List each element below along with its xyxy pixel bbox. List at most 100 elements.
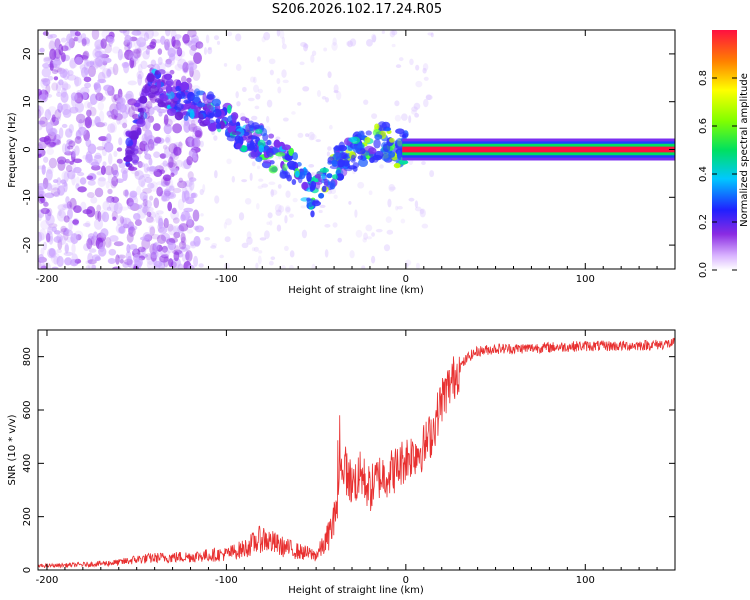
ridge-blob [247, 145, 255, 151]
noise-blob [127, 202, 137, 210]
ridge-blob [166, 108, 177, 117]
noise-blob [152, 123, 161, 131]
ridge-blob [323, 178, 329, 187]
ridge-blob [215, 118, 221, 124]
noise-blob [231, 175, 235, 183]
noise-blob [257, 88, 264, 94]
noise-blob [178, 177, 184, 183]
noise-blob [327, 146, 332, 151]
noise-blob [45, 122, 53, 134]
noise-blob [168, 237, 179, 244]
noise-blob [138, 175, 146, 188]
noise-blob [85, 153, 94, 164]
noise-blob [301, 229, 308, 239]
noise-blob [315, 139, 321, 143]
ridge-blob [318, 192, 325, 199]
noise-blob [73, 36, 79, 42]
ridge-blob [193, 88, 201, 97]
noise-blob [101, 211, 110, 223]
noise-blob [166, 162, 176, 168]
noise-blob [211, 243, 218, 247]
noise-blob [96, 95, 106, 101]
noise-blob [389, 186, 397, 191]
noise-blob [282, 117, 289, 122]
noise-blob [67, 170, 76, 180]
noise-blob [122, 189, 129, 197]
noise-blob [242, 86, 247, 93]
noise-blob [324, 224, 331, 228]
noise-blob [415, 64, 420, 71]
noise-blob [288, 213, 294, 218]
noise-blob [146, 166, 156, 172]
noise-blob [253, 246, 259, 252]
noise-blob [51, 114, 56, 123]
noise-blob [398, 57, 404, 62]
noise-blob [226, 158, 232, 165]
ridge-blob [165, 84, 172, 94]
noise-blob [40, 220, 50, 230]
noise-blob [146, 211, 152, 217]
noise-blob [71, 148, 77, 158]
ridge-blob [331, 159, 338, 165]
ridge-blob [125, 149, 133, 159]
noise-blob [111, 163, 119, 176]
noise-blob [281, 265, 286, 269]
noise-blob [145, 217, 156, 224]
noise-blob [371, 33, 377, 43]
noise-blob [38, 109, 42, 119]
noise-blob [259, 237, 267, 241]
noise-blob [150, 143, 156, 149]
noise-blob [430, 32, 434, 38]
noise-blob [111, 210, 118, 220]
noise-blob [39, 137, 49, 142]
noise-blob [251, 161, 256, 167]
noise-blob [366, 236, 373, 240]
noise-blob [51, 82, 59, 91]
noise-blob [155, 39, 162, 44]
noise-blob [331, 42, 338, 51]
noise-blob [255, 93, 261, 100]
noise-blob [391, 43, 396, 48]
noise-blob [38, 253, 45, 264]
noise-blob [53, 76, 59, 81]
ridge-blob [255, 156, 263, 163]
noise-blob [38, 141, 41, 148]
ridge-blob [364, 136, 371, 144]
noise-blob [425, 94, 433, 101]
noise-blob [136, 185, 142, 196]
noise-blob [276, 224, 282, 232]
noise-blob [68, 123, 74, 134]
noise-blob [224, 236, 231, 243]
noise-blob [107, 171, 113, 184]
noise-blob [90, 196, 98, 204]
noise-blob [44, 192, 55, 199]
noise-blob [186, 155, 193, 166]
noise-blob [66, 33, 73, 44]
noise-blob [82, 222, 91, 227]
noise-blob [52, 60, 63, 66]
noise-blob [227, 31, 233, 37]
noise-blob [255, 262, 259, 269]
noise-blob [51, 266, 59, 269]
noise-blob [394, 114, 402, 122]
noise-blob [74, 136, 82, 144]
noise-blob [42, 78, 51, 87]
noise-blob [168, 185, 175, 191]
noise-blob [112, 216, 117, 221]
ridge-blob [341, 152, 347, 160]
ridge-blob [216, 122, 222, 130]
noise-blob [214, 195, 220, 204]
noise-blob [109, 122, 117, 133]
noise-blob [148, 211, 157, 219]
noise-blob [170, 172, 175, 178]
noise-blob [112, 169, 119, 178]
noise-blob [123, 61, 130, 74]
noise-blob [270, 189, 278, 196]
noise-blob [129, 190, 138, 198]
noise-blob [132, 113, 140, 120]
noise-blob [150, 233, 160, 240]
noise-blob [46, 166, 54, 175]
spectrogram-ylabel: Frequency (Hz) [7, 112, 18, 188]
noise-blob [381, 30, 385, 34]
noise-blob [115, 254, 120, 265]
